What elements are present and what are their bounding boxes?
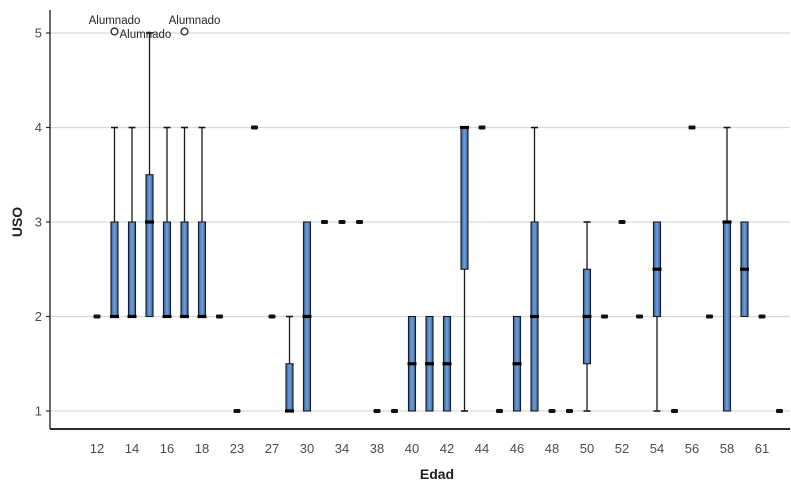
boxplot-box (127, 221, 137, 318)
boxplot-box (722, 221, 732, 412)
boxplot-box (145, 174, 154, 318)
outlier-circle (110, 27, 119, 36)
y-tick-label: 5 (35, 26, 42, 41)
boxplot-box (180, 221, 189, 318)
median-line (127, 314, 137, 319)
median-line (197, 314, 207, 319)
x-tick-label: 27 (265, 441, 279, 456)
x-tick-label: 50 (580, 441, 594, 456)
x-tick-label: 40 (405, 441, 419, 456)
median-line (145, 220, 154, 224)
x-tick-label: 58 (720, 441, 734, 456)
x-tick-label: 54 (650, 441, 664, 456)
data-point (776, 409, 783, 413)
median-line (180, 314, 189, 319)
data-point (566, 409, 573, 413)
median-line (162, 314, 172, 319)
median-line (460, 125, 469, 130)
y-tick-label: 3 (35, 215, 42, 230)
median-line (442, 362, 452, 366)
data-point (251, 125, 258, 130)
data-point (671, 409, 678, 413)
median-line (425, 362, 434, 366)
x-tick-label: 48 (545, 441, 559, 456)
x-tick-label: 16 (160, 441, 174, 456)
outlier-annotation: Alumnado (169, 15, 221, 27)
median-line (740, 267, 749, 271)
x-tick-label: 44 (475, 441, 489, 456)
boxplot-box (285, 363, 294, 412)
y-tick-label: 2 (35, 309, 42, 324)
boxplot-box (162, 221, 172, 318)
median-line (652, 267, 662, 271)
x-tick-label: 46 (510, 441, 524, 456)
outlier-circle (180, 27, 189, 36)
median-line (407, 362, 417, 366)
data-point (391, 409, 398, 413)
data-point (548, 409, 556, 413)
data-point (216, 314, 223, 319)
data-point (338, 220, 346, 224)
data-point (601, 314, 608, 319)
median-line (285, 409, 294, 413)
y-tick-label: 4 (35, 120, 42, 135)
x-axis-title: Edad (419, 466, 455, 482)
x-tick-label: 18 (195, 441, 209, 456)
data-point (93, 314, 101, 319)
y-axis-title: USO (9, 206, 25, 238)
x-tick-label: 52 (615, 441, 629, 456)
median-line (722, 220, 732, 224)
median-line (530, 314, 539, 319)
x-tick-label: 56 (685, 441, 699, 456)
outlier-annotation: Alumnado (120, 29, 172, 41)
x-tick-label: 23 (230, 441, 244, 456)
boxplot-box (110, 221, 119, 318)
data-point (356, 220, 363, 224)
y-tick-label: 1 (35, 404, 42, 419)
data-point (758, 314, 766, 319)
x-tick-label: 30 (300, 441, 314, 456)
median-line (302, 314, 312, 319)
boxplot-box (197, 221, 207, 318)
x-tick-label: 61 (755, 441, 769, 456)
data-point (321, 220, 328, 224)
data-point (706, 314, 713, 319)
data-point (478, 125, 486, 130)
x-tick-label: 14 (125, 441, 139, 456)
data-point (636, 314, 643, 319)
x-tick-label: 12 (90, 441, 104, 456)
data-point (618, 220, 626, 224)
x-tick-label: 34 (335, 441, 349, 456)
outlier-annotation: Alumnado (89, 15, 141, 27)
data-point (688, 125, 696, 130)
x-tick-label: 38 (370, 441, 384, 456)
x-tick-label: 42 (440, 441, 454, 456)
data-point (496, 409, 503, 413)
data-point (373, 409, 381, 413)
boxplot-box (460, 126, 469, 270)
data-point (268, 314, 276, 319)
data-point (233, 409, 241, 413)
median-line (512, 362, 522, 366)
median-line (110, 314, 119, 319)
median-line (582, 314, 592, 319)
